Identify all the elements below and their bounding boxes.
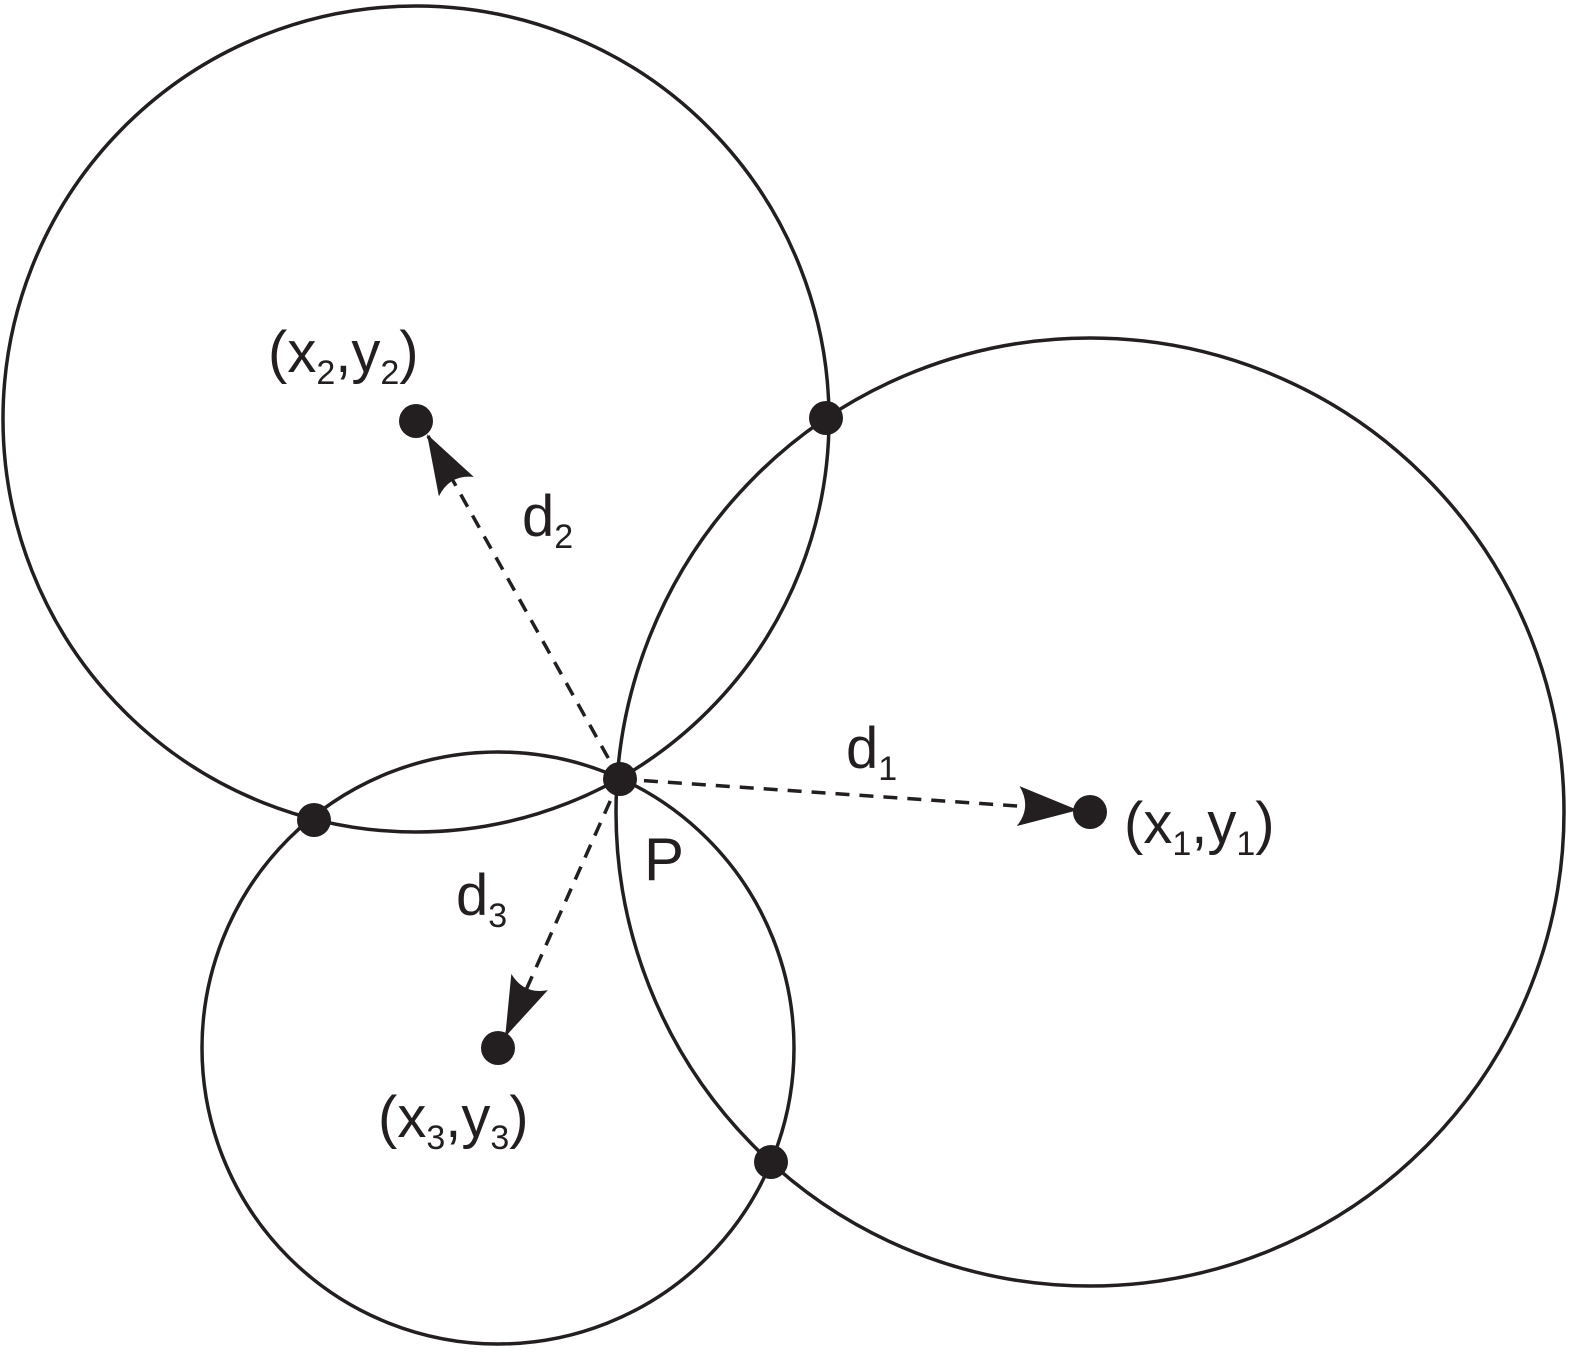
distance-line-d2 — [426, 434, 622, 780]
center-label-3: (x3,y3) — [378, 1085, 529, 1157]
distance-label-d1: d1 — [846, 716, 897, 788]
intersection-point-top — [809, 401, 843, 435]
circle-1 — [614, 336, 1566, 1288]
center-label-1: (x1,y1) — [1124, 791, 1275, 863]
point-p-label: P — [644, 826, 684, 893]
center-point-1 — [1073, 795, 1107, 829]
intersection-point-bottom — [754, 1145, 788, 1179]
center-point-2 — [399, 404, 433, 438]
intersection-point-p — [603, 762, 637, 796]
center-label-2: (x2,y2) — [268, 320, 419, 392]
distance-line-d1 — [619, 777, 1078, 827]
circle-3 — [200, 750, 796, 1346]
distance-label-d3: d3 — [456, 863, 507, 935]
center-point-3 — [481, 1031, 515, 1065]
intersection-point-left — [297, 803, 331, 837]
distance-label-d2: d2 — [522, 484, 573, 556]
